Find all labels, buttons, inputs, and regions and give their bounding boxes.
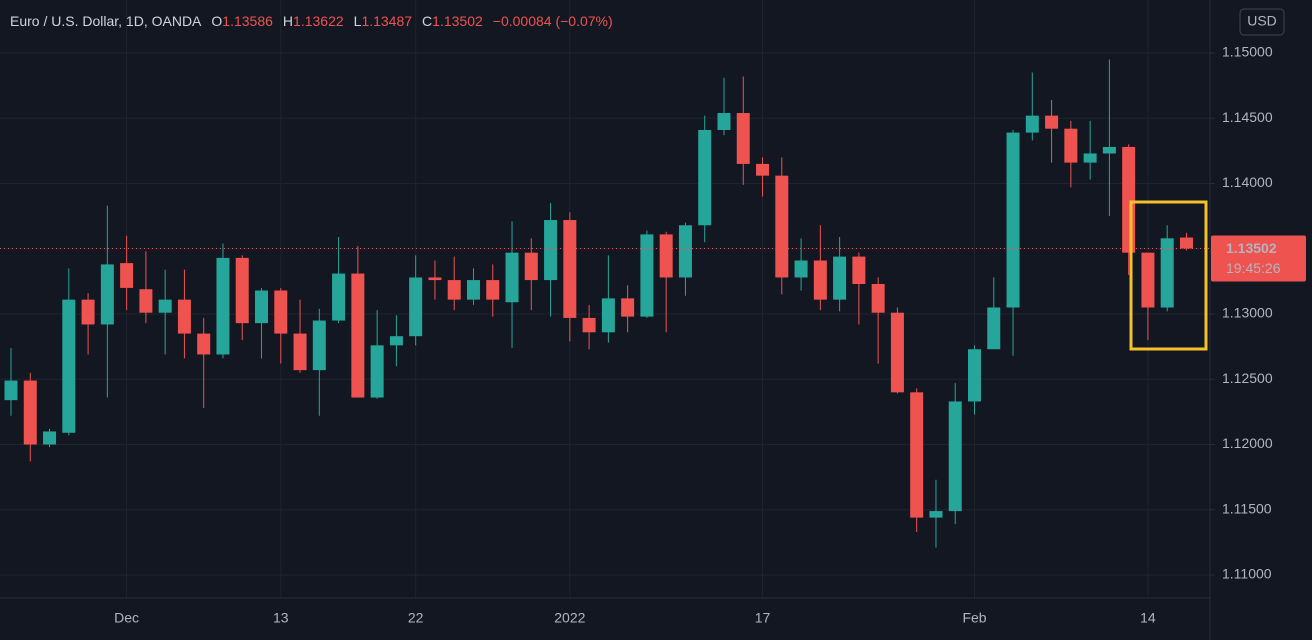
- candle-body: [640, 234, 654, 317]
- candle-body: [332, 273, 346, 321]
- candle-body: [678, 225, 692, 278]
- candle-body: [81, 299, 95, 325]
- candle-body: [293, 333, 307, 371]
- symbol-title: Euro / U.S. Dollar, 1D, OANDA: [10, 13, 202, 29]
- candle-body: [910, 392, 924, 518]
- x-tick-label: 17: [755, 610, 771, 626]
- candle-body: [736, 113, 750, 164]
- candle-body: [428, 277, 442, 281]
- candle-body: [1141, 252, 1155, 308]
- candle-body: [1179, 237, 1193, 249]
- candle-body: [409, 277, 423, 337]
- candle-body: [563, 220, 577, 318]
- candle-body: [1160, 238, 1174, 308]
- candle-body: [1122, 146, 1136, 253]
- candle-body: [987, 307, 1001, 350]
- candle-body: [312, 320, 326, 371]
- candle-body: [486, 280, 500, 300]
- x-tick-label: 22: [408, 610, 424, 626]
- candle-body: [43, 431, 57, 445]
- candle-body: [717, 113, 731, 130]
- candle-body: [370, 345, 384, 398]
- x-tick-label: 14: [1140, 610, 1156, 626]
- candle-body: [466, 280, 480, 300]
- candle-body: [23, 380, 37, 445]
- low-value: 1.13487: [361, 13, 412, 29]
- candle-body: [1045, 115, 1059, 129]
- candle-body: [852, 256, 866, 284]
- open-label: O: [211, 13, 222, 29]
- candle-body: [158, 299, 172, 313]
- candle-body: [255, 290, 269, 324]
- currency-label[interactable]: USD: [1247, 13, 1277, 29]
- candle-body: [177, 299, 191, 334]
- y-tick-label: 1.11000: [1222, 566, 1272, 582]
- candle-body: [197, 333, 211, 355]
- last-price-box: [1211, 235, 1306, 282]
- candle-body: [389, 336, 403, 346]
- candle-body: [813, 260, 827, 300]
- candle-body: [4, 380, 18, 401]
- x-tick-label: Feb: [962, 610, 986, 626]
- candle-body: [447, 280, 461, 300]
- header: Euro / U.S. Dollar, 1D, OANDA O1.13586 H1.…: [10, 13, 613, 29]
- candle-body: [139, 289, 153, 313]
- candle-body: [929, 511, 943, 518]
- candle-body: [1064, 128, 1078, 163]
- candle-body: [544, 220, 558, 281]
- highlight-box: [1129, 200, 1208, 351]
- high-value: 1.13622: [293, 13, 344, 29]
- candle-body: [621, 298, 635, 317]
- x-tick-label: Dec: [114, 610, 139, 626]
- x-tick-label: 13: [273, 610, 289, 626]
- candle-body: [505, 252, 519, 303]
- candle-body: [659, 234, 673, 278]
- candle-body: [968, 349, 981, 402]
- candle-body: [833, 256, 847, 300]
- y-tick-label: 1.14000: [1222, 174, 1273, 190]
- candle-body: [216, 257, 230, 355]
- y-tick-label: 1.14500: [1222, 109, 1273, 125]
- close-label: C: [422, 13, 432, 29]
- candle-body: [890, 312, 904, 393]
- candle-body: [62, 299, 76, 433]
- y-tick-label: 1.11500: [1222, 500, 1272, 516]
- last-price-label: 1.13502: [1226, 240, 1277, 256]
- candle-body: [948, 401, 962, 512]
- candle-body: [698, 129, 712, 226]
- axes: 1.11000 1.11500 1.12000 1.12500 1.13000 1.135…: [114, 44, 1306, 626]
- candle-body: [351, 273, 365, 398]
- candle-body: [582, 317, 596, 333]
- candle-body: [775, 175, 789, 278]
- countdown-label: 19:45:26: [1226, 260, 1281, 276]
- candle-body: [524, 252, 538, 281]
- candle-body: [100, 264, 114, 325]
- candle-body: [756, 163, 770, 176]
- high-label: H: [283, 13, 293, 29]
- candle-body: [235, 257, 249, 324]
- y-tick-label: 1.15000: [1222, 44, 1273, 60]
- candle-body: [1006, 132, 1020, 308]
- low-label: L: [354, 13, 362, 29]
- change-value: −0.00084 (−0.07%): [493, 13, 613, 29]
- y-tick-label: 1.13000: [1222, 305, 1273, 321]
- x-tick-label: 2022: [554, 610, 585, 626]
- candle-body: [120, 263, 134, 288]
- candle-body: [601, 298, 615, 333]
- candle-body: [871, 283, 885, 313]
- candle-body: [1025, 115, 1039, 133]
- candle-body: [274, 290, 288, 334]
- currency-button[interactable]: [1239, 8, 1285, 36]
- y-tick-label: 1.12500: [1222, 370, 1273, 386]
- candle-body: [1102, 146, 1116, 154]
- close-value: 1.13502: [432, 13, 483, 29]
- y-tick-label: 1.12000: [1222, 435, 1273, 451]
- candle-body: [794, 260, 808, 278]
- candle-body: [1083, 153, 1097, 163]
- candles: [0, 59, 1210, 548]
- open-value: 1.13586: [222, 13, 273, 29]
